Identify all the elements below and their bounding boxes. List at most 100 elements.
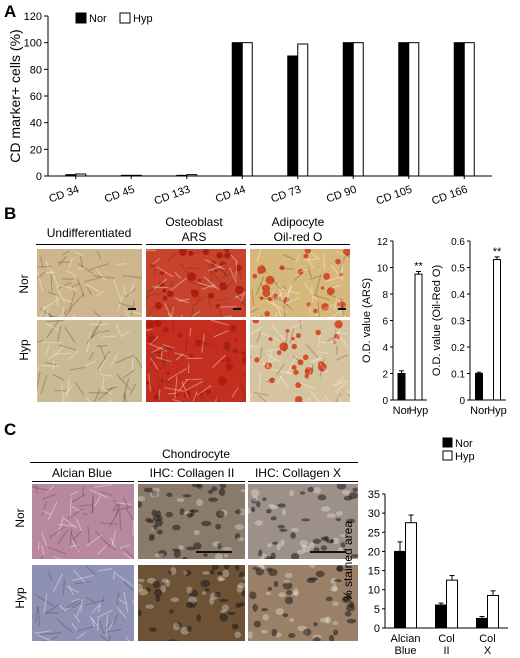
bar-hyp	[463, 42, 475, 177]
column-underline	[36, 244, 142, 245]
chart-b-ars: 0 2 4 6 8 10 12 O.D. value (ARS) Nor ** Hyp	[361, 237, 429, 417]
legend-swatch-hyp	[442, 450, 453, 461]
y-tick-label: 12	[377, 237, 389, 248]
micrograph-adipocyte-hyp	[250, 320, 350, 402]
y-tick-label: 0.3	[451, 317, 465, 328]
legend-label-hyp: Hyp	[455, 451, 475, 463]
y-tick-label: 8	[382, 290, 388, 301]
legend-label-hyp: Hyp	[133, 13, 153, 25]
bar-hyp	[75, 173, 87, 177]
x-tick-label: Hyp	[487, 405, 507, 417]
y-tick-label: 25	[368, 527, 380, 539]
y-tick-label: 0.5	[451, 264, 465, 275]
x-tick-label: Alcian	[391, 633, 421, 645]
group-underline	[30, 462, 358, 463]
column-subtitle-ars: ARS	[181, 230, 207, 244]
micrograph-osteoblast-nor	[146, 249, 246, 317]
y-tick-label: 0	[459, 396, 465, 407]
y-tick-label: 80	[30, 64, 42, 76]
group-title-chondrocyte: Chondrocyte	[161, 447, 231, 461]
y-tick-label: 0	[36, 171, 42, 183]
panel-letter-c: C	[4, 420, 17, 439]
y-tick-label: 0.1	[451, 370, 465, 381]
chart-b-oil-red-o: 0 0.1 0.2 0.3 0.4 0.5 0.6 O.D. value (Oil-Red O…	[431, 237, 507, 417]
bar-hyp	[130, 174, 142, 177]
significance-marker: **	[493, 246, 502, 258]
bar-hyp	[408, 42, 420, 177]
y-tick-label: 35	[368, 489, 380, 501]
bar-nor	[435, 604, 447, 629]
y-axis-label: O.D. value (ARS)	[361, 278, 373, 363]
micrograph-collagen-ii-nor	[138, 484, 245, 559]
scale-bar	[233, 308, 241, 310]
y-tick-label: 120	[24, 11, 42, 23]
x-tick-label: Hyp	[409, 405, 429, 417]
y-axis-label: % stained area	[341, 521, 355, 601]
bar-hyp	[405, 522, 417, 629]
y-tick-label: 4	[382, 343, 388, 354]
y-axis-label: CD marker+ cells (%)	[7, 29, 23, 162]
micrograph-alcian-blue-hyp	[32, 565, 134, 641]
y-tick-label: 30	[368, 508, 380, 520]
micrograph-collagen-ii-hyp	[138, 565, 245, 641]
y-tick-label: 20	[30, 144, 42, 156]
y-tick-label: 60	[30, 91, 42, 103]
scale-bar	[310, 551, 346, 553]
micrograph-collagen-x-nor	[248, 484, 358, 559]
y-tick-label: 0	[382, 396, 388, 407]
column-title-undifferentiated: Undifferentiated	[46, 226, 132, 240]
y-tick-label: 6	[382, 317, 388, 328]
x-tick-label: II	[443, 645, 449, 657]
scale-bar	[338, 308, 346, 310]
column-title-collagen-ii: IHC: Collagen II	[149, 466, 235, 480]
column-underline	[32, 481, 134, 482]
column-title-collagen-x: IHC: Collagen X	[254, 466, 342, 480]
y-tick-label: 0.6	[451, 237, 465, 248]
column-underline	[250, 244, 350, 245]
column-title-adipocyte: Adipocyte	[271, 215, 325, 229]
y-tick-label: 40	[30, 118, 42, 130]
significance-marker: **	[414, 260, 423, 272]
micrograph-undifferentiated-hyp	[37, 320, 142, 402]
bar-nor	[476, 617, 488, 629]
y-tick-label: 2	[382, 370, 388, 381]
x-tick-label: Nor	[393, 405, 411, 417]
y-tick-label: 0	[374, 623, 380, 635]
scale-bar	[196, 551, 232, 553]
column-underline	[138, 481, 245, 482]
bar-nor	[394, 550, 406, 629]
bar-hyp	[487, 594, 499, 629]
column-title-alcian-blue: Alcian Blue	[51, 466, 113, 480]
bar-hyp	[241, 42, 253, 177]
panel-letter-b: B	[4, 204, 17, 223]
column-underline	[248, 481, 358, 482]
y-axis-label: O.D. value (Oil-Red O)	[431, 265, 443, 376]
x-tick-label: Col	[438, 633, 455, 645]
legend-label-nor: Nor	[455, 438, 473, 450]
bar-hyp	[297, 43, 309, 177]
micrograph-adipocyte-nor	[250, 249, 350, 317]
column-subtitle-oil-red-o: Oil-red O	[273, 230, 323, 244]
column-underline	[146, 244, 246, 245]
micrograph-alcian-blue-nor	[32, 484, 134, 559]
panel-letter-a: A	[4, 2, 17, 21]
y-tick-label: 20	[368, 546, 380, 558]
micrograph-osteoblast-hyp	[146, 320, 246, 402]
legend-label-nor: Nor	[89, 13, 107, 25]
bar-hyp	[352, 42, 364, 177]
x-tick-label: Nor	[470, 405, 488, 417]
x-tick-label: X	[484, 645, 492, 657]
y-tick-label: 15	[368, 566, 380, 578]
y-tick-label: 10	[368, 585, 380, 597]
y-tick-label: 10	[377, 264, 389, 275]
legend-swatch-nor	[75, 12, 87, 24]
micrograph-collagen-x-hyp	[248, 565, 358, 641]
y-tick-label: 0.2	[451, 343, 465, 354]
x-tick-label: Col	[479, 633, 496, 645]
y-tick-label: 5	[374, 604, 380, 616]
y-tick-label: 100	[24, 38, 42, 50]
scale-bar	[128, 308, 136, 310]
legend-swatch-hyp	[119, 12, 131, 24]
